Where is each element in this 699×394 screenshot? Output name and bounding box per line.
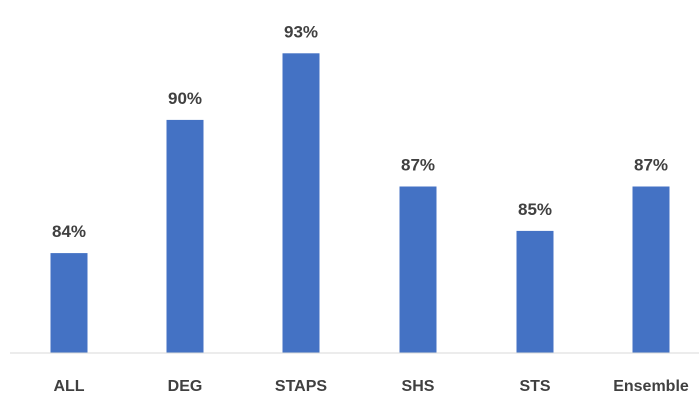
bar-all [50, 253, 88, 353]
bar-ensemble [632, 186, 670, 353]
category-label-sts: STS [519, 378, 550, 394]
bar-shs [399, 186, 437, 353]
bar-deg [166, 119, 204, 354]
data-label-shs: 87% [401, 156, 435, 175]
category-label-deg: DEG [168, 378, 203, 394]
category-label-shs: SHS [402, 378, 435, 394]
data-label-ensemble: 87% [634, 156, 668, 175]
bar-staps [282, 53, 320, 354]
category-label-staps: STAPS [275, 378, 327, 394]
data-label-deg: 90% [168, 89, 202, 108]
data-label-sts: 85% [518, 200, 552, 219]
category-labels-group: ALL DEG STAPS SHS STS Ensemble [53, 378, 688, 394]
data-label-staps: 93% [284, 22, 318, 41]
category-label-ensemble: Ensemble [613, 378, 689, 394]
category-label-all: ALL [53, 378, 84, 394]
bar-sts [516, 230, 554, 353]
bars-group [50, 53, 670, 354]
data-label-all: 84% [52, 222, 86, 241]
data-labels-group: 84% 90% 93% 87% 85% 87% [52, 22, 668, 241]
